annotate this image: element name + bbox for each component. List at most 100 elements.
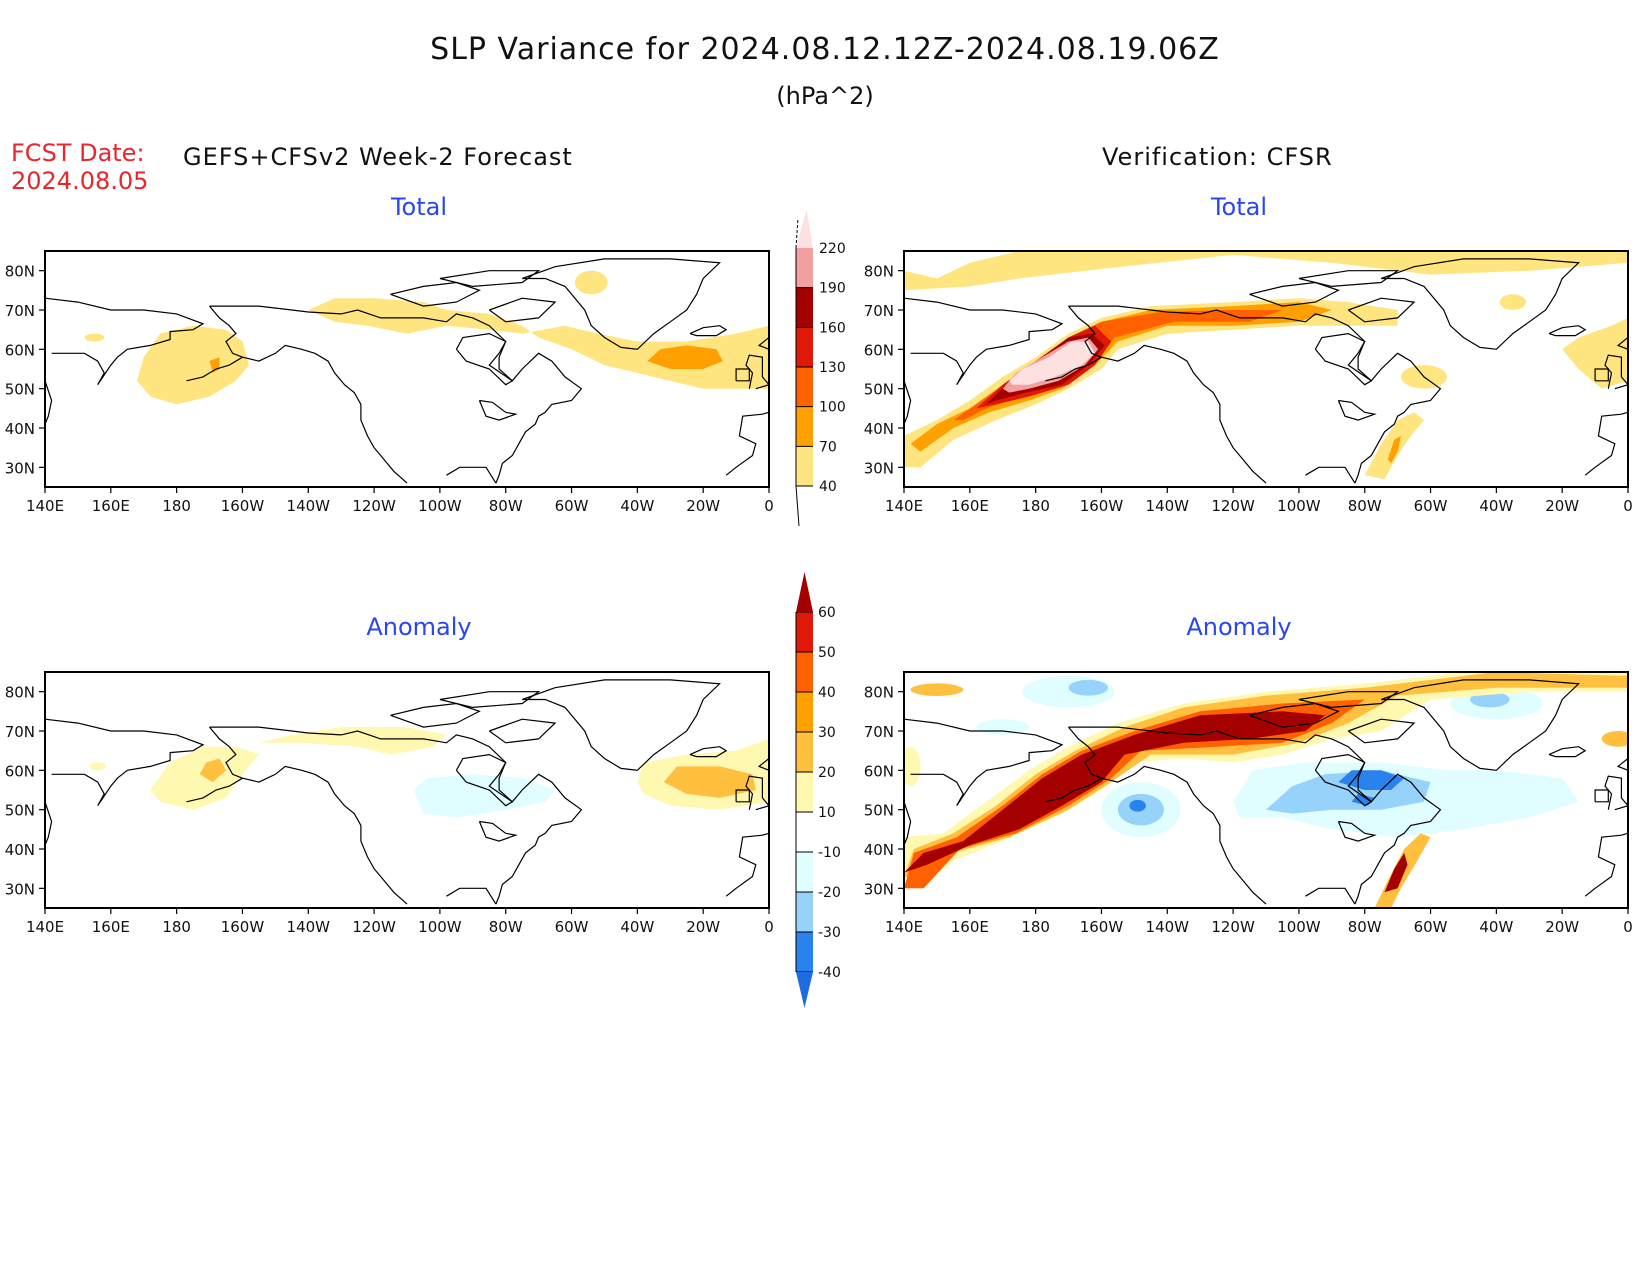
colorbar-label: 40: [818, 685, 836, 701]
x-tick-label: 80W: [1348, 918, 1382, 936]
coastline: [521, 679, 721, 771]
coastlines: [904, 679, 1628, 905]
x-tick-label: 100W: [1277, 918, 1321, 936]
x-tick-label: 60W: [1414, 497, 1448, 515]
map-forecast-anomaly: 140E 160E 180 160W 140W 120W 100W 80W 60W 40W 20W 0…: [5, 671, 774, 936]
fill-40-70: [137, 325, 249, 405]
x-tick-label: 0: [1623, 497, 1633, 515]
x-tick-label: 60W: [555, 918, 589, 936]
coastline: [725, 832, 769, 897]
colorbar-box: [796, 812, 813, 852]
x-tick-label: 160E: [951, 497, 989, 515]
x-tick-label: 180: [1021, 497, 1050, 515]
coastline: [1604, 775, 1628, 811]
y-tick-label: 50N: [864, 381, 894, 399]
fill-40-70: [904, 298, 1398, 468]
x-tick-label: 40W: [620, 497, 654, 515]
fill-10-20: [89, 762, 106, 771]
fill-40-70: [1562, 317, 1628, 389]
coastline: [1068, 305, 1442, 484]
coastline: [1380, 258, 1580, 350]
x-tick-label: 140W: [1146, 918, 1190, 936]
coastline: [186, 356, 243, 382]
y-tick-label: 70N: [5, 723, 35, 741]
fill-60-plus: [904, 711, 1326, 873]
coastline: [1045, 777, 1102, 803]
colorbar-label: 100: [819, 400, 846, 416]
y-tick-label: 70N: [864, 302, 894, 320]
colorbar-box: [796, 892, 813, 932]
coastline: [186, 777, 243, 803]
fill-20-30: [199, 758, 226, 783]
colorbar-box: [796, 367, 813, 407]
x-tick-label: 120W: [1211, 497, 1255, 515]
coastline: [446, 466, 497, 484]
coastline: [478, 399, 518, 421]
colorbar-top-triangle: [796, 572, 813, 612]
contour-fills: [904, 251, 1628, 480]
coastline: [1314, 753, 1373, 807]
colorbar-label: -30: [818, 925, 841, 941]
y-tick-label: 40N: [5, 841, 35, 859]
coastline: [1298, 270, 1400, 288]
fcst-date-label: FCST Date:: [11, 139, 145, 167]
colorbar-box: [796, 327, 813, 367]
colorbar-box: [796, 287, 813, 328]
x-tick-label: 140E: [885, 918, 923, 936]
x-tick-label: 100W: [418, 918, 462, 936]
coastline: [1347, 297, 1416, 323]
colorbar-label: -20: [818, 885, 841, 901]
fill-40-70: [84, 333, 105, 342]
colorbar-label: 220: [819, 241, 846, 257]
x-tick-label: 140E: [885, 497, 923, 515]
colorbar-bottom-triangle: [796, 972, 813, 1008]
contour-fills: [84, 270, 769, 405]
coastline: [1616, 758, 1628, 771]
x-tick-label: 140W: [1146, 497, 1190, 515]
y-tick-label: 70N: [5, 302, 35, 320]
x-tick-label: 120W: [1211, 918, 1255, 936]
fill-minus10-minus20: [413, 774, 556, 818]
coastline: [1584, 411, 1628, 476]
panel-title-verification-total: Total: [1210, 193, 1268, 221]
verification-column-title: Verification: CFSR: [1102, 143, 1333, 171]
y-tick-label: 80N: [5, 684, 35, 702]
coastline: [735, 368, 750, 382]
coastline: [1249, 281, 1340, 307]
fill-20-30: [1601, 731, 1628, 747]
x-tick-label: 180: [1021, 918, 1050, 936]
y-tick-label: 80N: [864, 263, 894, 281]
fill-minus20-minus30: [1068, 679, 1109, 696]
coastline: [725, 411, 769, 476]
map-verification-total: 140E 160E 180 160W 140W 120W 100W 80W 60W 40W 20W 0…: [864, 250, 1633, 515]
coastline: [1594, 368, 1609, 382]
fill-10-20: [904, 746, 921, 787]
colorbar-label: 130: [819, 360, 846, 376]
colorbar-box: [796, 612, 813, 652]
fill-40-70: [904, 251, 1628, 291]
coastline: [1604, 354, 1628, 390]
fill-minus30-minus40: [1129, 799, 1146, 812]
coastline: [390, 702, 481, 728]
colorbar-label: 20: [818, 765, 836, 781]
x-tick-label: 0: [1623, 918, 1633, 936]
x-tick-label: 180: [162, 918, 191, 936]
coastline: [1298, 691, 1400, 709]
fill-minus30-minus40: [1338, 770, 1405, 790]
fill-70-100: [647, 345, 723, 369]
coastlines: [45, 258, 769, 484]
coastline: [45, 380, 53, 425]
x-tick-label: 100W: [418, 497, 462, 515]
fill-60-plus: [1384, 852, 1408, 893]
colorbar-label: 50: [818, 645, 836, 661]
fill-70-100: [1387, 435, 1401, 464]
x-tick-label: 180: [162, 497, 191, 515]
coastline: [488, 297, 557, 323]
colorbar-box: [796, 446, 813, 486]
y-tick-label: 30N: [864, 459, 894, 477]
colorbar-box: [796, 692, 813, 732]
coastline: [455, 332, 514, 386]
fill-20-30: [663, 766, 756, 798]
x-tick-label: 160W: [221, 918, 265, 936]
x-tick-label: 160W: [1080, 497, 1124, 515]
